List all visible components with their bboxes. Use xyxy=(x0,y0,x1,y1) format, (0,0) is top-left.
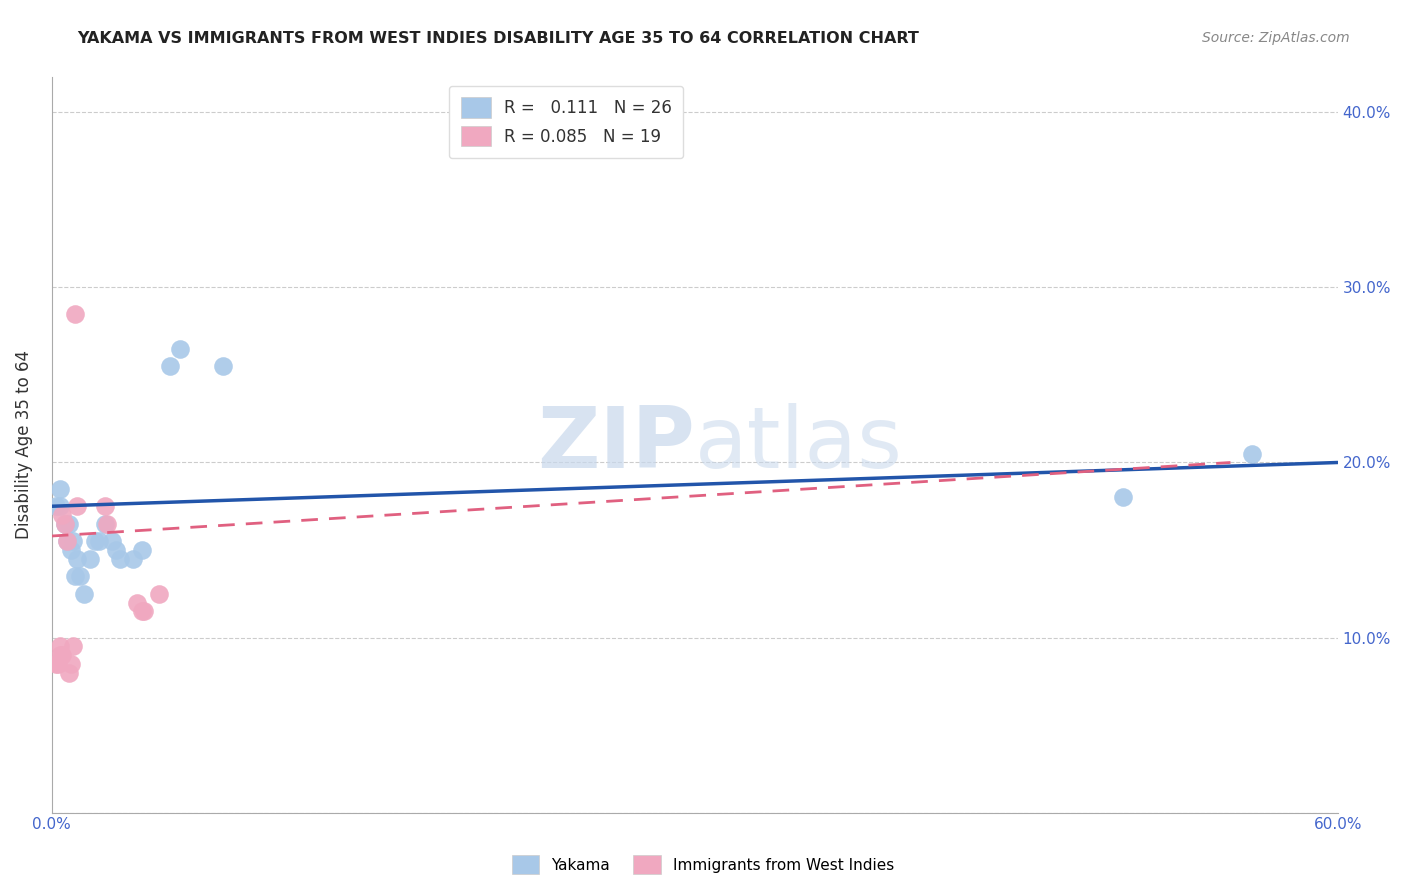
Point xyxy=(159,359,181,374)
Point xyxy=(45,500,67,514)
Point xyxy=(94,516,117,531)
Point xyxy=(66,551,89,566)
Point xyxy=(105,543,128,558)
Point xyxy=(51,508,73,522)
Point xyxy=(127,595,149,609)
Point xyxy=(65,569,87,583)
Point xyxy=(49,640,72,654)
Y-axis label: Disability Age 35 to 64: Disability Age 35 to 64 xyxy=(15,351,32,540)
Point xyxy=(58,516,80,531)
Point xyxy=(87,534,110,549)
Point xyxy=(51,648,73,662)
Point xyxy=(1112,491,1135,505)
Point xyxy=(131,543,153,558)
Point xyxy=(45,657,67,671)
Point xyxy=(69,569,91,583)
Point xyxy=(58,665,80,680)
Point xyxy=(60,543,83,558)
Point xyxy=(79,551,101,566)
Point xyxy=(49,482,72,496)
Point xyxy=(94,500,117,514)
Text: atlas: atlas xyxy=(695,403,903,486)
Point xyxy=(122,551,145,566)
Legend: R =   0.111   N = 26, R = 0.085   N = 19: R = 0.111 N = 26, R = 0.085 N = 19 xyxy=(449,86,683,158)
Point xyxy=(46,657,69,671)
Point xyxy=(53,516,76,531)
Point xyxy=(1240,447,1263,461)
Point xyxy=(55,534,77,549)
Text: Source: ZipAtlas.com: Source: ZipAtlas.com xyxy=(1202,31,1350,45)
Point xyxy=(73,587,96,601)
Text: YAKAMA VS IMMIGRANTS FROM WEST INDIES DISABILITY AGE 35 TO 64 CORRELATION CHART: YAKAMA VS IMMIGRANTS FROM WEST INDIES DI… xyxy=(77,31,920,46)
Point xyxy=(212,359,235,374)
Point xyxy=(110,551,132,566)
Point xyxy=(53,516,76,531)
Point xyxy=(83,534,105,549)
Point xyxy=(131,604,153,618)
Point xyxy=(60,657,83,671)
Point xyxy=(96,516,118,531)
Point xyxy=(49,648,72,662)
Point xyxy=(132,604,155,618)
Point xyxy=(65,307,87,321)
Point xyxy=(49,500,72,514)
Point xyxy=(55,534,77,549)
Point xyxy=(62,534,84,549)
Point xyxy=(62,640,84,654)
Point xyxy=(66,500,89,514)
Legend: Yakama, Immigrants from West Indies: Yakama, Immigrants from West Indies xyxy=(506,849,900,880)
Point xyxy=(148,587,170,601)
Point xyxy=(100,534,122,549)
Text: ZIP: ZIP xyxy=(537,403,695,486)
Point xyxy=(169,342,191,356)
